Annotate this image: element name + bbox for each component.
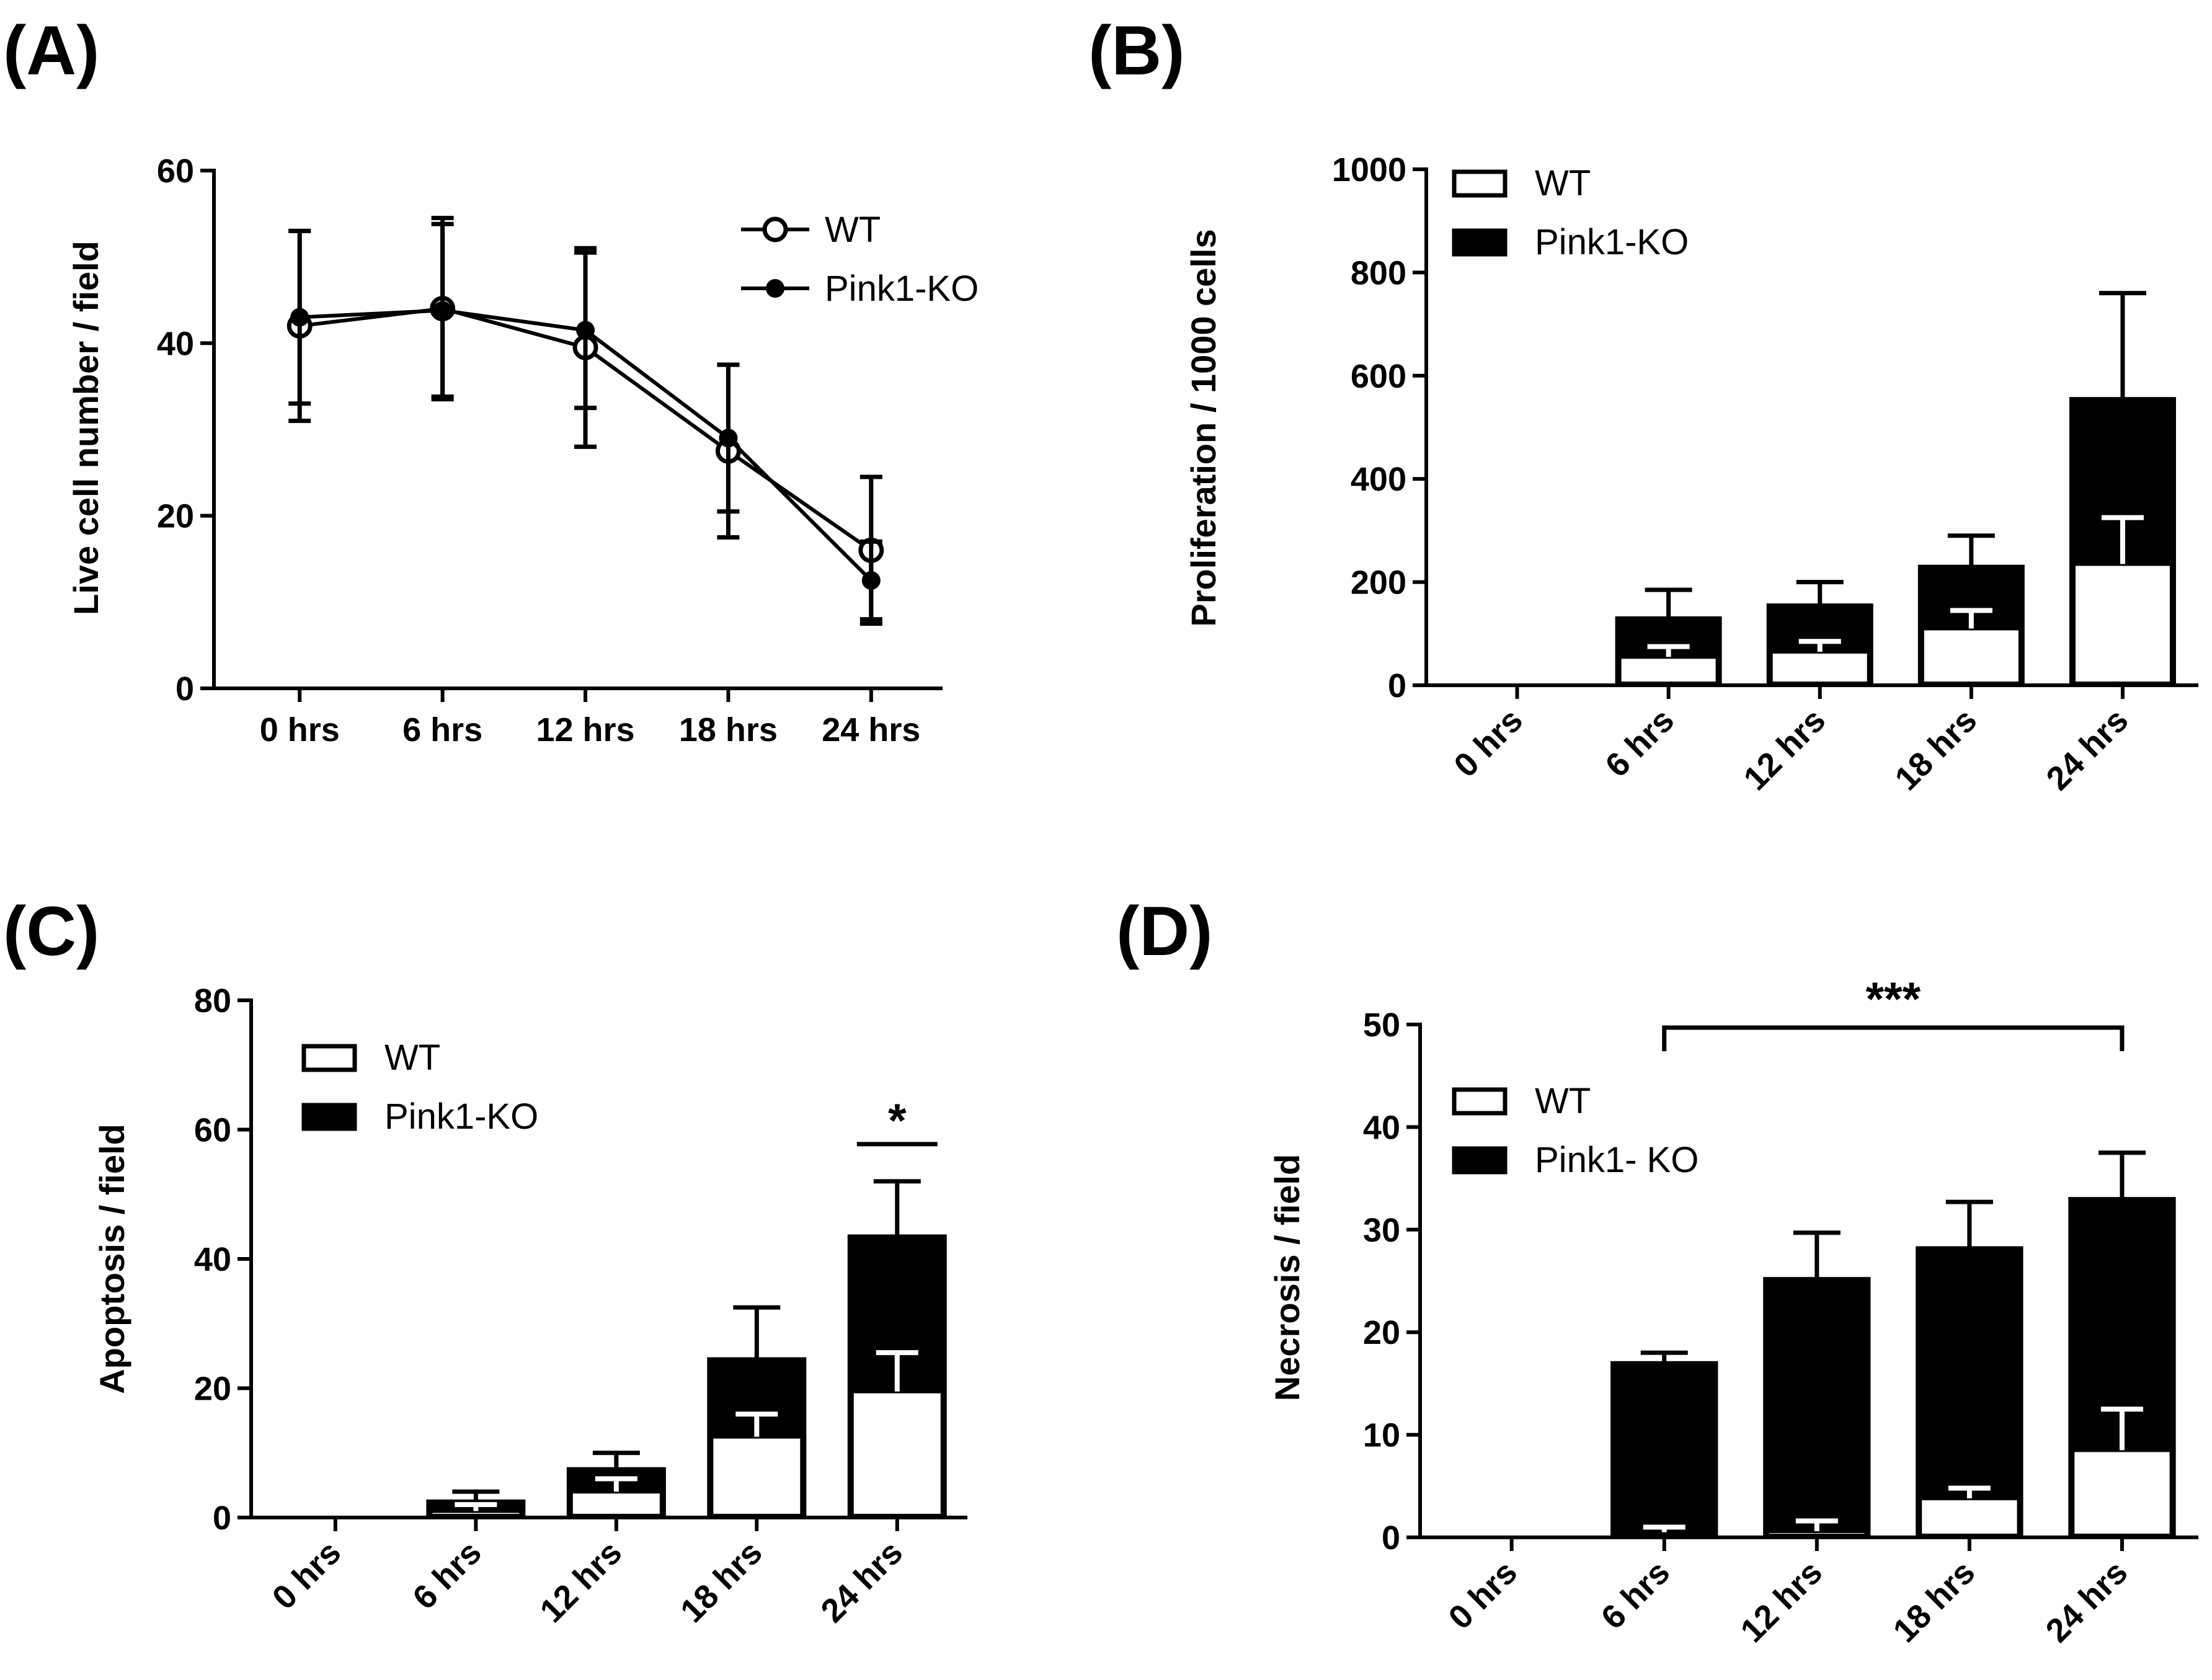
chart-c-x-tick-label: 12 hrs — [533, 1534, 629, 1630]
chart-d-sig-bracket — [1662, 1025, 2125, 1051]
chart-b: 0 200 400 600 800 1000 Proliferation / 1000 ce… — [1184, 151, 2198, 798]
chart-c-bar-wt — [850, 1389, 944, 1518]
panel-label-d: (D) — [1116, 892, 1212, 970]
chart-b-y-tick-label: 1000 — [1332, 151, 1406, 189]
chart-d-y-tick-label: 10 — [1363, 1417, 1400, 1454]
chart-b-y-tick-label: 800 — [1351, 254, 1406, 291]
panel-label-c: (C) — [3, 892, 99, 970]
chart-b-bar-wt — [1769, 649, 1871, 686]
chart-c-y-tick-label: 60 — [194, 1112, 231, 1149]
chart-a-x-tick-label: 6 hrs — [402, 711, 482, 749]
chart-d-bar-wt — [1613, 1530, 1716, 1537]
chart-d-x-tick-label: 6 hrs — [1594, 1553, 1677, 1637]
chart-d-bar-wt — [1918, 1496, 2021, 1537]
chart-a-point-ko — [576, 321, 595, 340]
chart-a-x-tick-label: 24 hrs — [822, 711, 920, 749]
chart-c-legend-label: Pink1-KO — [384, 1096, 538, 1137]
chart-d-legend-label: Pink1- KO — [1535, 1140, 1699, 1180]
chart-d-bar-ko — [1763, 1277, 1871, 1539]
chart-b-y-tick-label: 0 — [1388, 667, 1406, 704]
chart-d-y-tick-label: 40 — [1363, 1109, 1400, 1146]
chart-d-y-label: Necrosis / field — [1268, 1154, 1307, 1401]
chart-a-x-tick-label: 12 hrs — [536, 711, 634, 749]
chart-b-y-label: Proliferation / 1000 cells — [1184, 229, 1223, 626]
chart-c-legend-label: WT — [384, 1038, 440, 1078]
chart-a-x-tick-label: 18 hrs — [679, 711, 778, 749]
chart-c: 0 20 40 60 80 Apoptosis / field 0 hrs 6 hrs 12 h… — [92, 982, 967, 1630]
chart-a-y-label: Live cell number / field — [66, 241, 105, 615]
chart-d-x-tick-label: 0 hrs — [1441, 1553, 1524, 1637]
chart-d-legend-swatch — [1452, 1087, 1508, 1116]
chart-a-legend-marker — [762, 216, 788, 242]
chart-c-y-tick-label: 20 — [194, 1371, 231, 1408]
chart-d: 0 10 20 30 40 50 Necrosis / field 0 hrs 6 hrs 12 … — [1268, 973, 2198, 1650]
chart-d-sig-label: *** — [1865, 973, 1921, 1026]
chart-c-y-tick-label: 40 — [194, 1241, 231, 1278]
chart-b-y-tick-label: 400 — [1351, 461, 1406, 498]
chart-c-sig-label: * — [888, 1095, 907, 1147]
chart-d-x-tick-label: 18 hrs — [1886, 1553, 1982, 1650]
chart-b-y-tick-label: 600 — [1351, 358, 1406, 395]
chart-c-y-tick-label: 0 — [213, 1500, 231, 1537]
chart-a-y-tick-label: 0 — [175, 670, 194, 708]
chart-d-y-tick-label: 50 — [1363, 1007, 1400, 1044]
chart-c-x-tick-label: 0 hrs — [265, 1534, 349, 1617]
chart-d-x-tick-label: 12 hrs — [1733, 1553, 1829, 1650]
chart-a-y-tick-label: 60 — [157, 153, 194, 190]
panel-label-a: (A) — [3, 12, 99, 89]
chart-b-x-tick-label: 12 hrs — [1736, 701, 1832, 798]
chart-b-x-tick-label: 6 hrs — [1598, 701, 1681, 784]
chart-d-y-tick-label: 0 — [1382, 1519, 1400, 1557]
chart-b-bar-wt — [2071, 562, 2174, 685]
chart-b-legend-swatch — [1452, 169, 1508, 198]
chart-d-bar-ko — [1610, 1361, 1718, 1540]
chart-a-legend-label: WT — [825, 210, 881, 250]
chart-d-y-tick-label: 30 — [1363, 1212, 1400, 1249]
chart-b-legend-label: WT — [1535, 163, 1591, 203]
chart-c-bar-wt — [569, 1490, 664, 1518]
chart-b-x-tick-label: 18 hrs — [1888, 701, 1984, 798]
chart-b-bar-wt — [1617, 655, 1720, 685]
chart-c-y-label: Apoptosis / field — [92, 1124, 131, 1394]
chart-c-bar-wt — [709, 1434, 804, 1518]
chart-a-x-tick-label: 0 hrs — [260, 711, 340, 749]
chart-b-legend-label: Pink1-KO — [1535, 222, 1689, 262]
chart-b-bar-wt — [1920, 626, 2022, 685]
chart-a-y-tick-label: 40 — [157, 325, 194, 362]
chart-d-legend-label: WT — [1535, 1081, 1591, 1121]
chart-a-legend-label: Pink1-KO — [825, 269, 979, 309]
chart-a-y-tick-label: 20 — [157, 498, 194, 535]
chart-d-y-tick-label: 20 — [1363, 1314, 1400, 1351]
chart-b-legend-swatch — [1452, 228, 1508, 257]
chart-c-x-tick-label: 6 hrs — [406, 1534, 489, 1617]
chart-c-legend-swatch — [301, 1044, 357, 1072]
chart-c-x-tick-label: 24 hrs — [814, 1534, 910, 1630]
chart-c-y-tick-label: 80 — [194, 982, 231, 1020]
chart-a-point-ko — [433, 301, 452, 320]
chart-c-legend-swatch — [301, 1103, 357, 1131]
chart-b-x-tick-label: 0 hrs — [1447, 701, 1530, 784]
chart-d-bar-wt — [2071, 1448, 2174, 1537]
chart-a-legend-marker — [766, 279, 784, 298]
chart-d-bar-wt — [1766, 1529, 1868, 1537]
chart-a-point-ko — [290, 308, 309, 327]
chart-c-x-tick-label: 18 hrs — [673, 1534, 770, 1630]
chart-d-x-tick-label: 24 hrs — [2039, 1553, 2135, 1650]
chart-a-point-ko — [861, 571, 881, 590]
chart-a: 0 20 40 60 Live cell number / field 0 hrs 6 hr… — [66, 153, 979, 749]
chart-b-x-tick-label: 24 hrs — [2039, 701, 2135, 798]
chart-b-y-tick-label: 200 — [1351, 564, 1406, 602]
panel-label-b: (B) — [1088, 12, 1184, 89]
chart-a-point-ko — [719, 429, 738, 448]
chart-d-legend-swatch — [1452, 1146, 1508, 1175]
chart-c-bar-wt — [429, 1509, 523, 1518]
